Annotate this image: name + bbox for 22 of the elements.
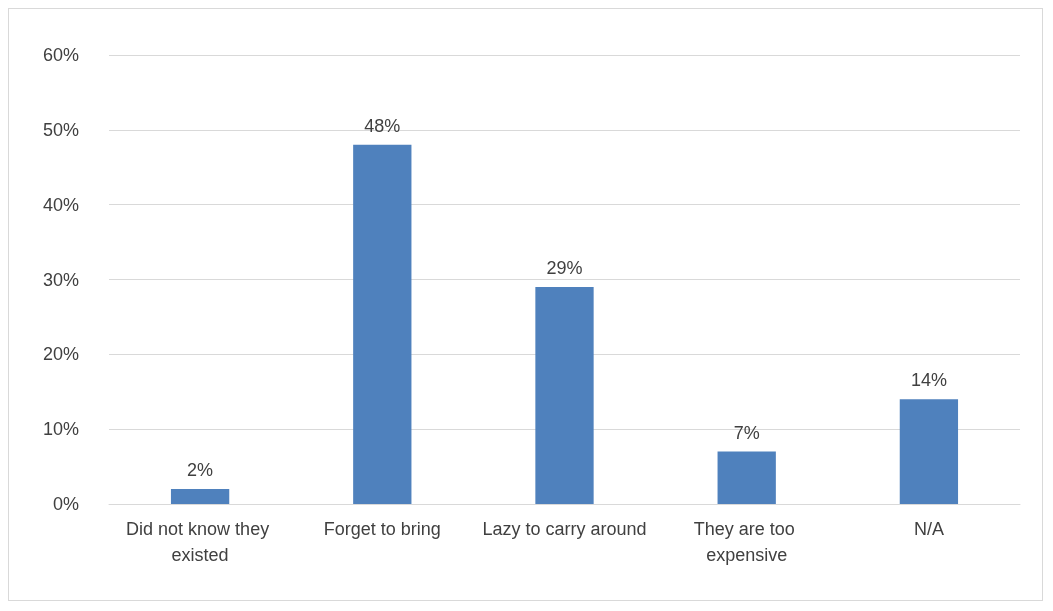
bar	[170, 489, 230, 504]
data-label: 7%	[733, 422, 760, 443]
y-tick-label: 30%	[42, 269, 79, 290]
y-tick-label: 50%	[42, 119, 79, 140]
y-tick-label: 60%	[42, 45, 79, 65]
x-tick-label: N/A	[913, 519, 944, 539]
y-tick-label: 10%	[42, 419, 79, 440]
data-label: 2%	[187, 460, 214, 481]
y-tick-label: 20%	[42, 344, 79, 365]
bar	[717, 451, 776, 504]
x-tick-label: Forget to bring	[323, 519, 441, 539]
x-tick-label: They are too expensive	[693, 519, 800, 565]
data-label: 48%	[364, 115, 401, 136]
x-tick-label: Lazy to carry around	[482, 519, 647, 539]
x-tick-label: Did not know they existed	[126, 519, 275, 565]
bar	[535, 286, 594, 504]
bar	[353, 144, 412, 504]
data-label: 14%	[910, 370, 947, 391]
y-tick-label: 40%	[42, 194, 79, 215]
bar	[899, 399, 959, 504]
data-label: 29%	[546, 257, 583, 278]
y-tick-label: 0%	[52, 494, 79, 514]
